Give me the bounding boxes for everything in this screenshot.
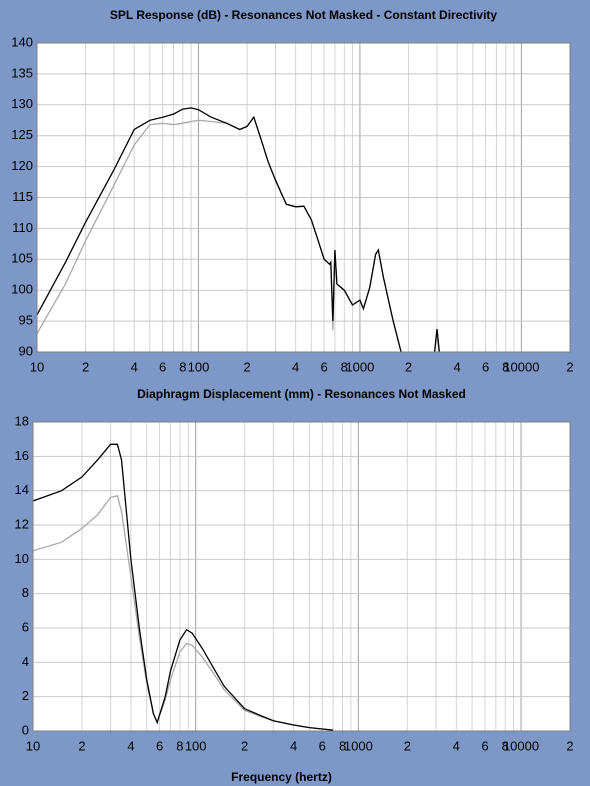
x-tick-label: 4 bbox=[454, 359, 461, 374]
y-tick-label: 100 bbox=[11, 282, 33, 297]
plot-area bbox=[33, 422, 570, 731]
x-tick-label: 6 bbox=[156, 738, 163, 753]
x-tick-label: 2 bbox=[78, 738, 85, 753]
x-tick-label: 8 bbox=[341, 359, 348, 374]
y-tick-label: 10 bbox=[15, 551, 29, 566]
x-tick-label: 10000 bbox=[503, 738, 539, 753]
y-tick-label: 14 bbox=[15, 482, 29, 497]
x-tick-label: 8 bbox=[176, 738, 183, 753]
x-tick-label: 6 bbox=[482, 359, 489, 374]
x-axis-label: Frequency (hertz) bbox=[231, 770, 332, 784]
x-tick-label: 2 bbox=[243, 359, 250, 374]
x-tick-label: 2 bbox=[405, 359, 412, 374]
y-tick-label: 115 bbox=[12, 189, 33, 204]
chart: SPL Response (dB) - Resonances Not Maske… bbox=[11, 8, 573, 374]
x-tick-label: 10 bbox=[26, 738, 40, 753]
x-tick-label: 4 bbox=[292, 359, 299, 374]
x-tick-label: 8 bbox=[179, 359, 186, 374]
x-tick-label: 4 bbox=[290, 738, 297, 753]
y-tick-label: 2 bbox=[22, 688, 29, 703]
x-tick-label: 6 bbox=[320, 359, 327, 374]
y-tick-label: 110 bbox=[12, 220, 33, 235]
x-tick-label: 4 bbox=[127, 738, 134, 753]
x-tick-label: 8 bbox=[502, 359, 509, 374]
y-tick-label: 120 bbox=[11, 158, 33, 173]
series-line bbox=[37, 107, 440, 352]
y-tick-label: 105 bbox=[11, 251, 33, 266]
y-tick-label: 95 bbox=[19, 313, 33, 328]
y-tick-label: 16 bbox=[15, 448, 29, 463]
x-tick-label: 6 bbox=[159, 359, 166, 374]
y-tick-label: 0 bbox=[22, 722, 29, 737]
x-tick-label: 2 bbox=[82, 359, 89, 374]
x-tick-label: 2 bbox=[241, 738, 248, 753]
chart-title: SPL Response (dB) - Resonances Not Maske… bbox=[110, 8, 498, 22]
plot-border bbox=[32, 421, 571, 732]
y-tick-label: 12 bbox=[15, 516, 29, 531]
y-tick-label: 130 bbox=[11, 96, 33, 111]
y-tick-label: 6 bbox=[22, 619, 29, 634]
chart-title: Diaphragm Displacement (mm) - Resonances… bbox=[137, 387, 466, 401]
x-tick-label: 100 bbox=[188, 359, 210, 374]
y-tick-label: 135 bbox=[11, 65, 33, 80]
series-line bbox=[33, 443, 334, 731]
x-tick-label: 100 bbox=[185, 738, 207, 753]
x-tick-label: 6 bbox=[319, 738, 326, 753]
y-tick-label: 90 bbox=[19, 343, 33, 358]
x-tick-label: 8 bbox=[339, 738, 346, 753]
x-tick-label: 10 bbox=[30, 359, 44, 374]
y-tick-label: 4 bbox=[22, 654, 29, 669]
x-tick-label: 1000 bbox=[344, 738, 373, 753]
y-tick-label: 125 bbox=[11, 127, 33, 142]
series-line bbox=[33, 495, 334, 731]
y-tick-label: 18 bbox=[15, 413, 29, 428]
x-tick-label: 8 bbox=[502, 738, 509, 753]
y-tick-label: 8 bbox=[22, 585, 29, 600]
x-tick-label: 4 bbox=[131, 359, 138, 374]
x-tick-label: 2 bbox=[566, 359, 573, 374]
y-tick-label: 140 bbox=[11, 34, 33, 49]
x-tick-label: 4 bbox=[453, 738, 460, 753]
plot-border bbox=[36, 42, 571, 353]
x-tick-label: 10000 bbox=[503, 359, 539, 374]
x-tick-label: 6 bbox=[481, 738, 488, 753]
chart: Diaphragm Displacement (mm) - Resonances… bbox=[15, 387, 574, 784]
x-tick-label: 2 bbox=[566, 738, 573, 753]
x-tick-label: 1000 bbox=[345, 359, 374, 374]
x-tick-label: 2 bbox=[404, 738, 411, 753]
